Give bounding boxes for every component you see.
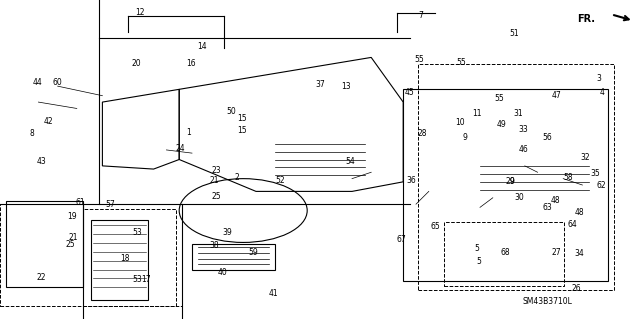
- Text: 57: 57: [106, 200, 116, 209]
- Text: 15: 15: [237, 126, 247, 135]
- Text: 52: 52: [275, 176, 285, 185]
- Text: 7: 7: [419, 11, 424, 20]
- Text: 34: 34: [574, 249, 584, 258]
- Text: 50: 50: [227, 107, 237, 116]
- FancyBboxPatch shape: [192, 244, 275, 270]
- Text: 48: 48: [550, 197, 561, 205]
- Text: 56: 56: [542, 133, 552, 142]
- Text: 55: 55: [414, 55, 424, 63]
- Text: 63: 63: [542, 203, 552, 212]
- Text: 53: 53: [132, 228, 143, 237]
- Text: 27: 27: [552, 248, 562, 256]
- Text: 38: 38: [209, 241, 220, 250]
- Text: 14: 14: [196, 42, 207, 51]
- Text: 3: 3: [596, 74, 601, 83]
- Text: 17: 17: [141, 275, 151, 284]
- Text: 49: 49: [496, 120, 506, 129]
- Text: 64: 64: [568, 220, 578, 229]
- Text: 53: 53: [132, 275, 143, 284]
- Text: 21: 21: [69, 233, 78, 242]
- Text: 37: 37: [315, 80, 325, 89]
- Text: 10: 10: [454, 118, 465, 127]
- Text: 1: 1: [186, 128, 191, 137]
- Text: 5: 5: [476, 257, 481, 266]
- Text: 58: 58: [563, 173, 573, 182]
- Text: 59: 59: [248, 248, 258, 256]
- Text: 61: 61: [75, 198, 85, 207]
- Text: 18: 18: [120, 254, 129, 263]
- Text: 43: 43: [36, 157, 47, 166]
- Text: 20: 20: [131, 59, 141, 68]
- Text: 5: 5: [474, 244, 479, 253]
- Text: 55: 55: [456, 58, 466, 67]
- Text: 45: 45: [404, 88, 415, 97]
- Text: 4: 4: [599, 88, 604, 97]
- Text: 25: 25: [65, 240, 76, 249]
- Text: 55: 55: [494, 94, 504, 103]
- Text: 46: 46: [518, 145, 529, 154]
- Text: 28: 28: [418, 130, 427, 138]
- Text: 32: 32: [580, 153, 591, 162]
- Text: 44: 44: [32, 78, 42, 87]
- Text: 2: 2: [234, 173, 239, 182]
- Text: 36: 36: [406, 176, 417, 185]
- Text: 51: 51: [509, 29, 520, 38]
- Text: 24: 24: [175, 144, 186, 153]
- Text: 22: 22: [37, 273, 46, 282]
- Text: 9: 9: [509, 177, 515, 186]
- Text: 39: 39: [222, 228, 232, 237]
- Text: 47: 47: [552, 91, 562, 100]
- Text: 48: 48: [574, 208, 584, 217]
- Text: 40: 40: [218, 268, 228, 277]
- FancyBboxPatch shape: [91, 220, 148, 300]
- Text: 29: 29: [505, 177, 515, 186]
- Text: 8: 8: [29, 130, 35, 138]
- Text: 62: 62: [596, 181, 607, 189]
- Text: 23: 23: [211, 166, 221, 175]
- Text: 31: 31: [513, 109, 524, 118]
- Text: 42: 42: [43, 117, 53, 126]
- Text: 67: 67: [396, 235, 406, 244]
- Text: 13: 13: [340, 82, 351, 91]
- Text: 60: 60: [52, 78, 63, 87]
- Text: SM43B3710L: SM43B3710L: [522, 297, 572, 306]
- Text: 12: 12: [135, 8, 144, 17]
- Text: 33: 33: [518, 125, 529, 134]
- Text: 68: 68: [500, 248, 511, 256]
- Text: 16: 16: [186, 59, 196, 68]
- Text: 65: 65: [430, 222, 440, 231]
- Text: 35: 35: [590, 169, 600, 178]
- Text: 21: 21: [210, 176, 219, 185]
- Text: 30: 30: [515, 193, 525, 202]
- Text: FR.: FR.: [577, 14, 595, 24]
- Text: 26: 26: [571, 284, 581, 293]
- Text: 41: 41: [269, 289, 279, 298]
- Text: 25: 25: [211, 192, 221, 201]
- Text: 9: 9: [463, 133, 468, 142]
- Text: 11: 11: [472, 109, 481, 118]
- Text: 54: 54: [345, 157, 355, 166]
- Text: 15: 15: [237, 114, 247, 122]
- Text: 19: 19: [67, 212, 77, 221]
